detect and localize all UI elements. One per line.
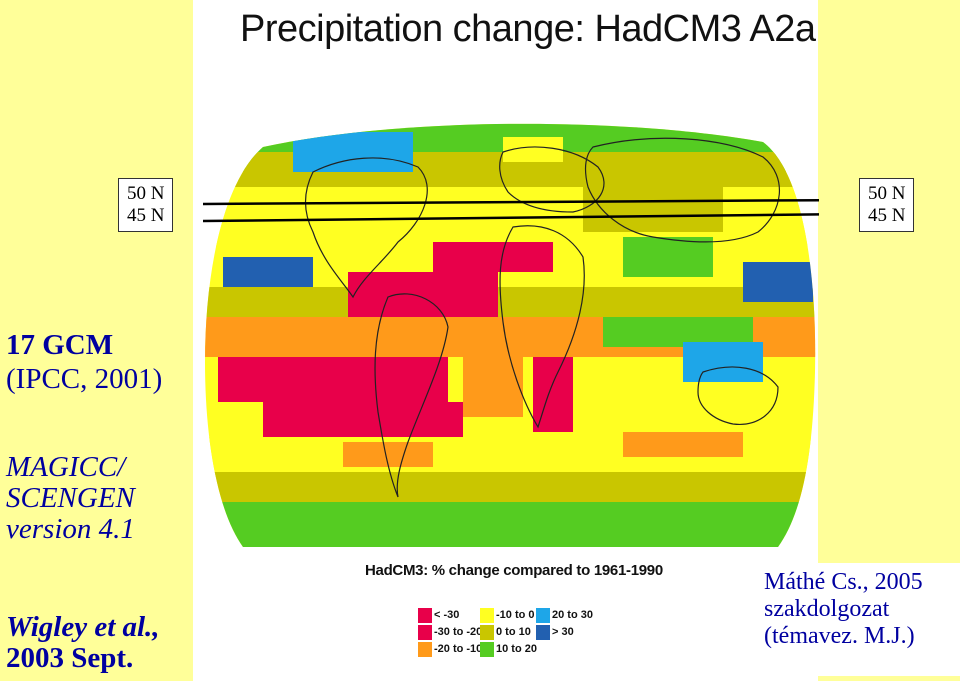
legend-label: -10 to 0 <box>496 609 535 621</box>
legend-swatch <box>480 642 494 657</box>
legend-swatch <box>418 642 432 657</box>
model-line-3: version 4.1 <box>6 513 135 545</box>
lat-50n-left: 50 N <box>127 183 165 204</box>
legend-title: HadCM3: % change compared to 1961-1990 <box>365 562 663 579</box>
legend-item: 10 to 20 <box>480 642 550 657</box>
credit-line-2: szakdolgozat <box>764 596 890 622</box>
legend-item: -10 to 0 <box>480 608 550 623</box>
legend-label: -20 to -10 <box>434 643 483 655</box>
legend-item: < -30 <box>418 608 488 623</box>
legend-item: -30 to -20 <box>418 625 488 640</box>
credit-box: Máthé Cs., 2005 szakdolgozat (témavez. M… <box>758 563 960 676</box>
legend-label: -30 to -20 <box>434 626 483 638</box>
legend-swatch <box>418 625 432 640</box>
legend-label: < -30 <box>434 609 460 621</box>
credit-line-1: Máthé Cs., 2005 <box>764 569 923 595</box>
model-line-2: SCENGEN <box>6 482 135 514</box>
model-line-1: MAGICC/ <box>6 451 126 483</box>
precipitation-map <box>203 112 819 552</box>
map-title: Precipitation change: HadCM3 A2a <box>240 8 816 50</box>
legend-item: 0 to 10 <box>480 625 550 640</box>
legend-swatch <box>536 625 550 640</box>
lat-label-left: 50 N 45 N <box>118 178 174 232</box>
legend-swatch <box>480 608 494 623</box>
model-name: MAGICC/ SCENGEN version 4.1 <box>6 452 135 545</box>
legend-label: 10 to 20 <box>496 643 537 655</box>
lat-label-right: 50 N 45 N <box>859 178 915 232</box>
legend-swatch <box>418 608 432 623</box>
legend-item: -20 to -10 <box>418 642 488 657</box>
legend-item: 20 to 30 <box>536 608 606 623</box>
legend-label: 20 to 30 <box>552 609 593 621</box>
lat-45n-right: 45 N <box>868 205 906 226</box>
lat-line-45n <box>203 213 819 223</box>
legend-item: > 30 <box>536 625 606 640</box>
gcm-count: 17 GCM <box>6 329 114 361</box>
precipitation-map-graphic <box>203 123 819 547</box>
lat-45n-left: 45 N <box>127 205 165 226</box>
reference: Wigley et al., 2003 Sept. <box>6 612 160 674</box>
continent-outlines <box>304 137 780 498</box>
credit-line-3: (témavez. M.J.) <box>764 623 915 649</box>
reference-line-2: 2003 Sept. <box>6 642 134 674</box>
lat-50n-right: 50 N <box>868 183 906 204</box>
gcm-source: (IPCC, 2001) <box>6 363 163 395</box>
legend-label: > 30 <box>552 626 574 638</box>
legend-swatch <box>536 608 550 623</box>
legend-label: 0 to 10 <box>496 626 531 638</box>
legend-swatch <box>480 625 494 640</box>
lat-line-50n <box>203 198 819 206</box>
reference-line-1: Wigley et al., <box>6 611 160 643</box>
